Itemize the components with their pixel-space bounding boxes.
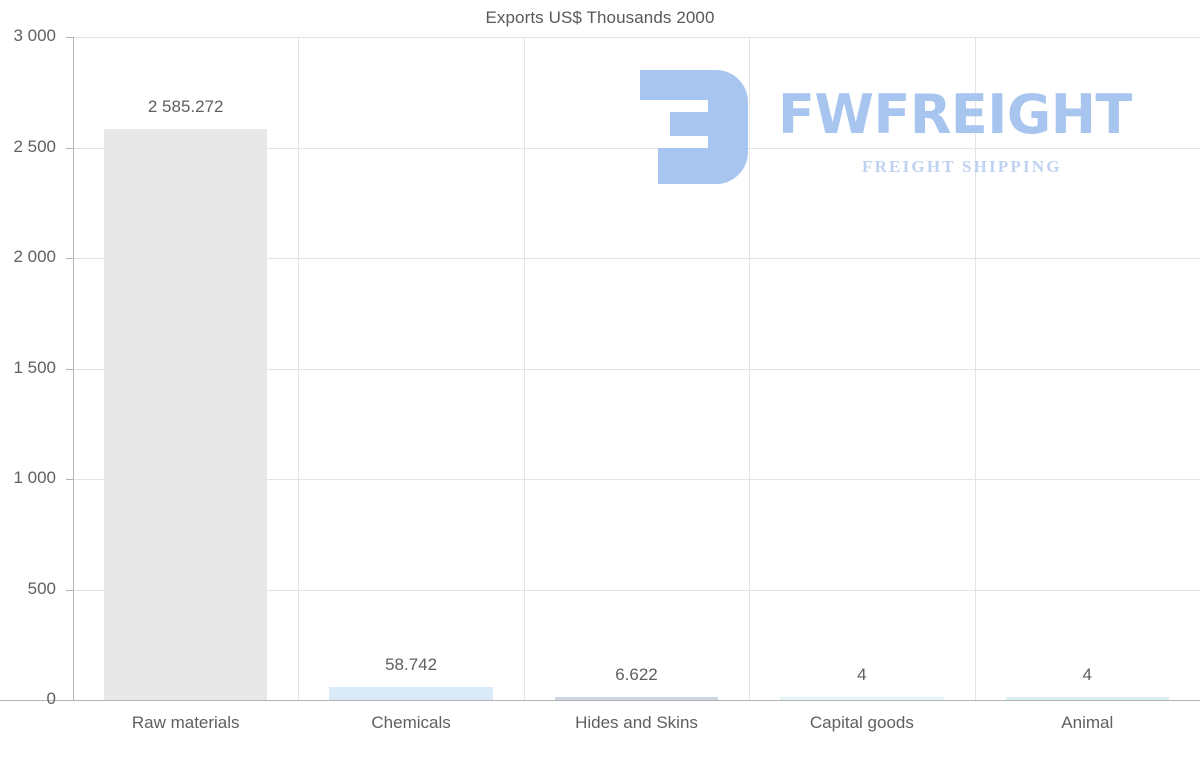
y-axis-tick [66,589,73,591]
bar[interactable] [103,128,268,700]
bar[interactable] [1005,697,1169,700]
x-axis-category-label: Animal [1061,713,1114,732]
gridline-vertical [975,37,976,700]
y-axis-tick-label: 0 [46,689,56,708]
y-axis-tick [66,258,73,259]
x-axis-line [0,700,1200,701]
bar[interactable] [554,697,719,700]
x-axis-category-label: Hides and Skins [575,713,698,732]
chart-title: Exports US$ Thousands 2000 [485,8,715,27]
gridline-vertical [749,37,750,700]
gridline-horizontal [73,147,1200,149]
y-axis-tick [66,700,73,701]
bar-value-label: 4 [857,665,867,684]
bar-value-label: 6.622 [615,665,658,684]
y-axis-tick-label: 2 500 [13,136,56,156]
gridline-horizontal [73,368,1200,370]
y-axis-tick [66,368,73,370]
x-axis-category-label: Raw materials [131,713,240,732]
bar[interactable] [780,697,944,700]
bar-value-label: 2 585.272 [147,96,224,116]
y-axis-line [73,37,74,700]
y-axis-tick [66,479,73,480]
gridline-horizontal [73,37,1200,38]
gridline-vertical [298,37,299,700]
plot-area [73,37,1200,700]
x-axis-category-label: Chemicals [371,713,451,732]
bar-value-label: 58.742 [385,655,438,675]
gridline-horizontal [73,479,1200,480]
bar-value-label: 4 [1082,665,1093,684]
y-axis-tick-label: 1 000 [13,468,56,487]
y-axis-tick [66,37,73,38]
x-axis-category-label: Capital goods [809,713,914,732]
y-axis-tick-label: 1 500 [13,357,56,377]
bar[interactable] [329,687,493,700]
y-axis-tick-label: 500 [27,578,56,598]
gridline-vertical [524,37,525,700]
y-axis-tick-label: 3 000 [13,26,56,45]
gridline-horizontal [73,589,1200,591]
y-axis-tick-label: 2 000 [13,247,56,266]
y-axis-tick [66,147,73,149]
gridline-horizontal [73,258,1200,259]
